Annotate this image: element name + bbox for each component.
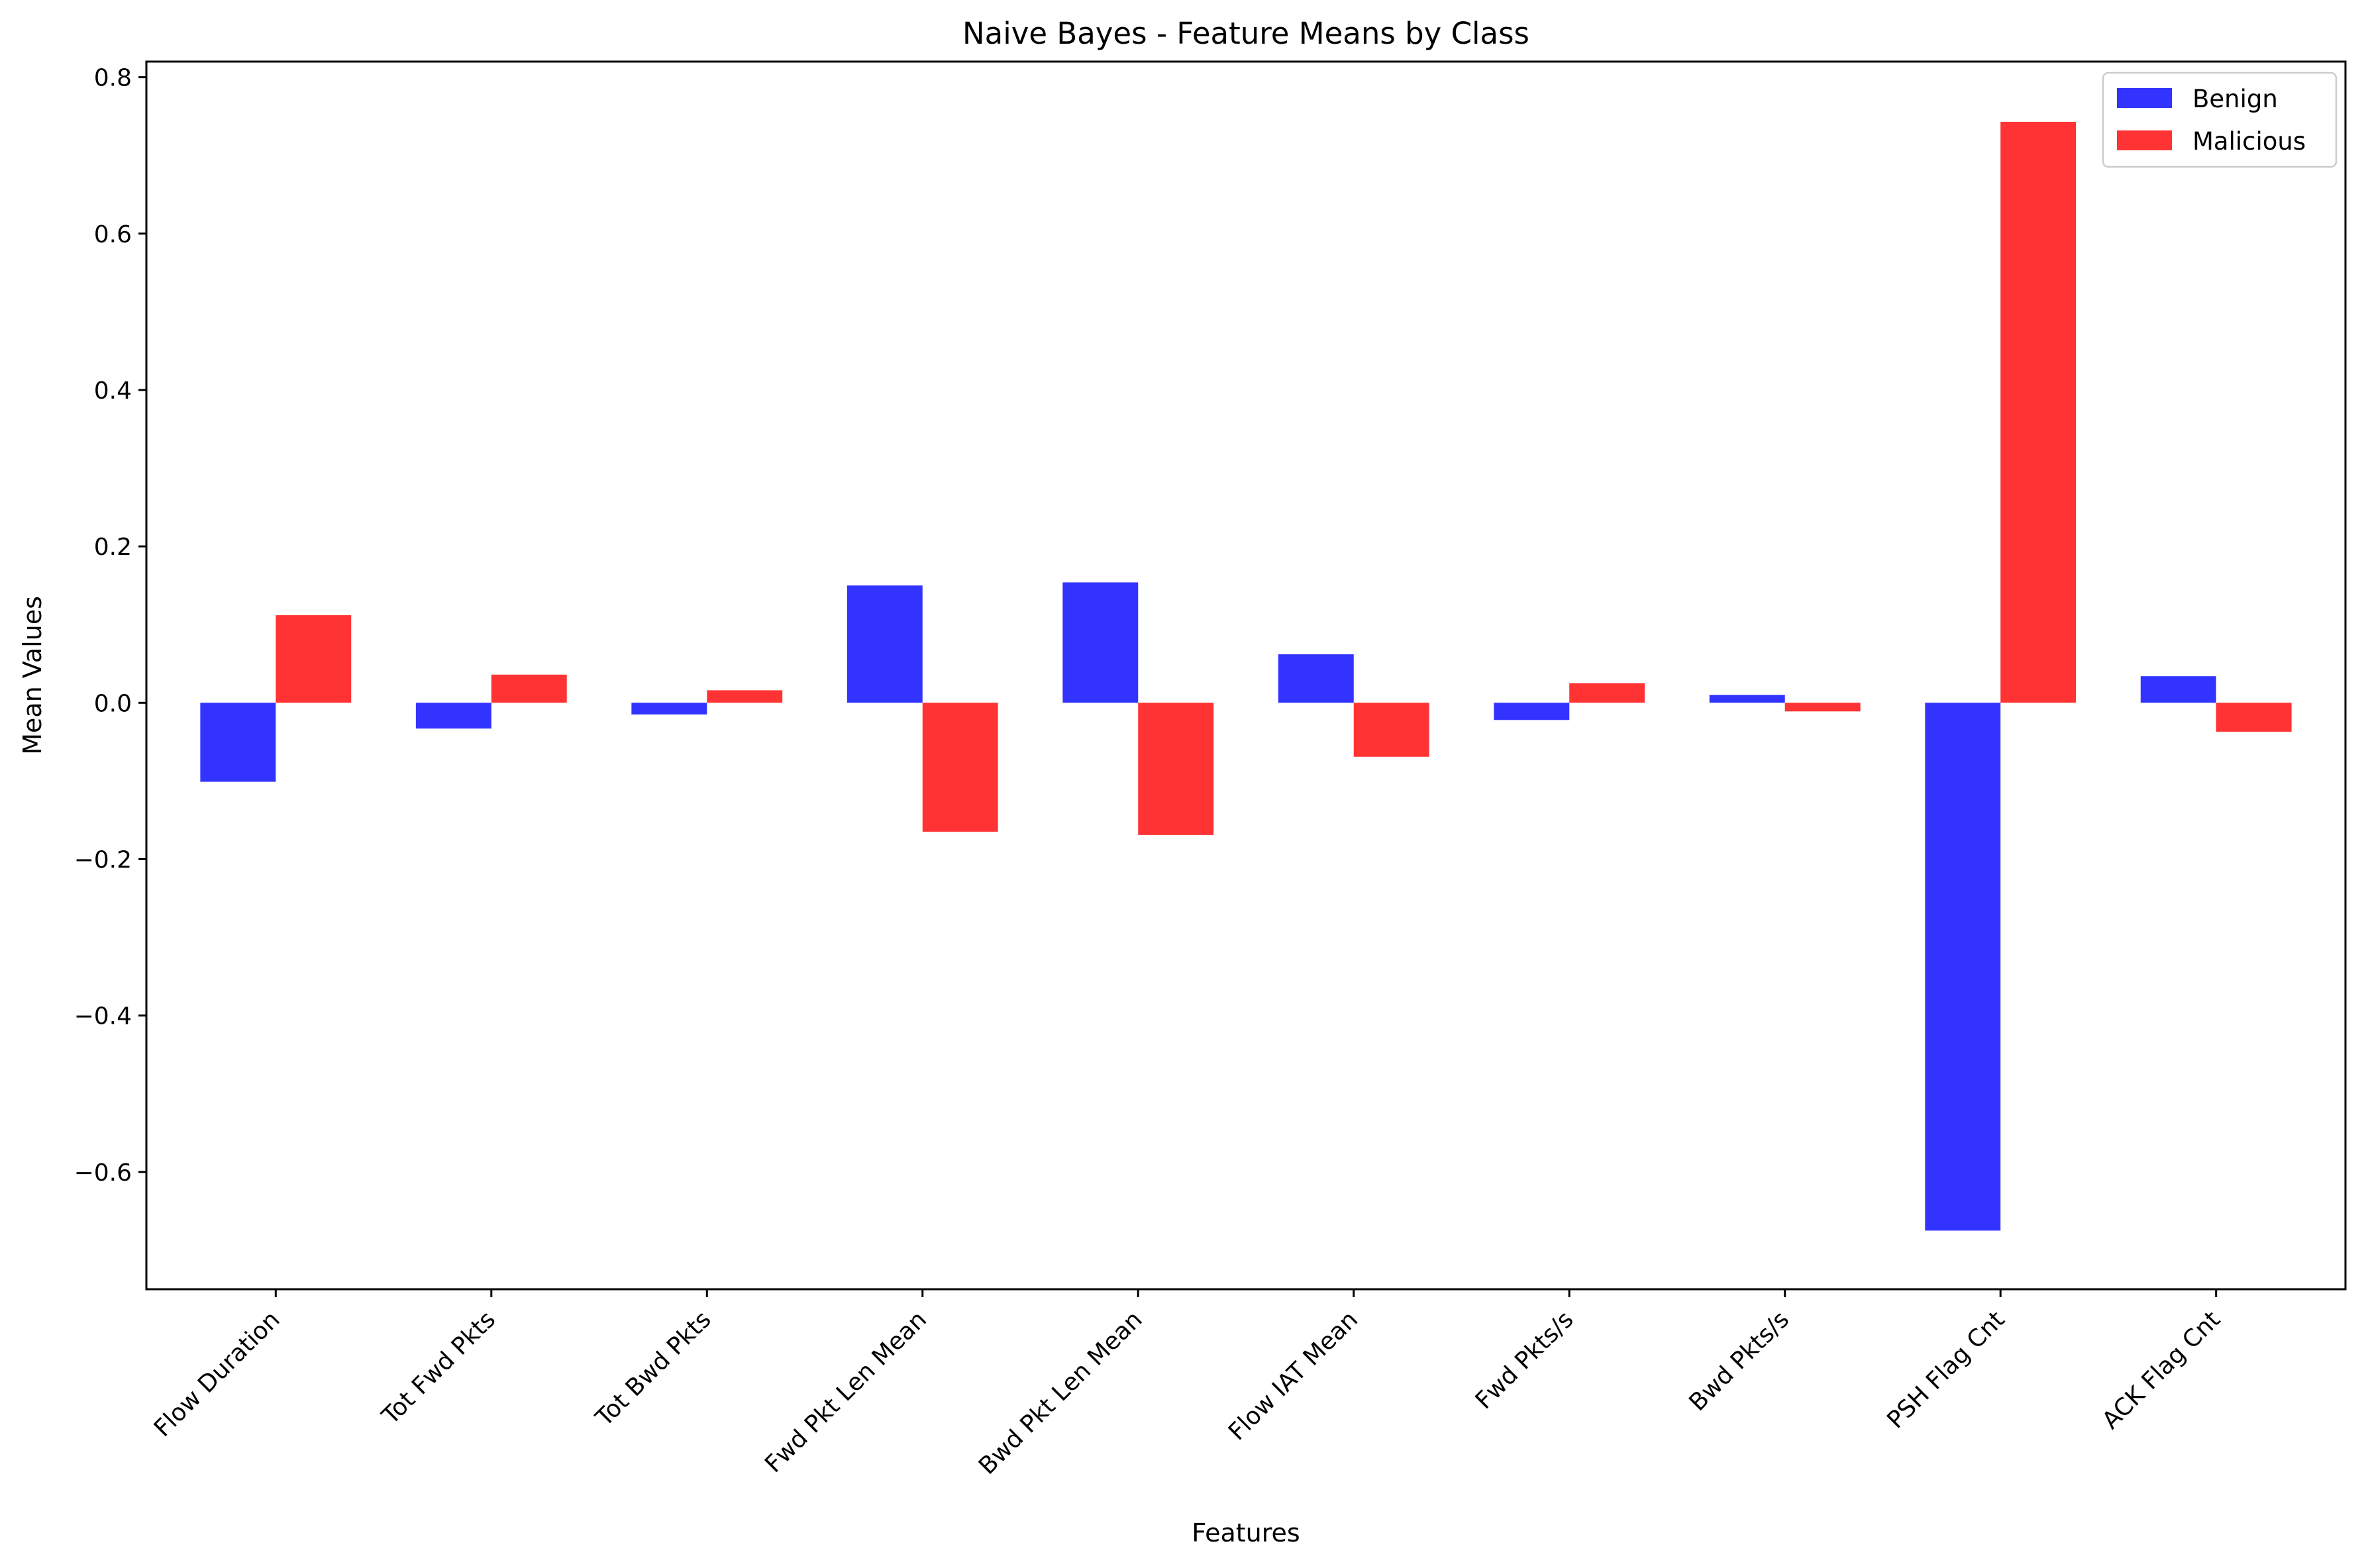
bar-benign-9 xyxy=(2140,676,2216,703)
y-tick-label: 0.4 xyxy=(94,377,132,405)
y-tick-label: −0.6 xyxy=(74,1159,132,1187)
bar-benign-0 xyxy=(200,703,276,782)
bar-benign-7 xyxy=(1709,695,1785,703)
y-tick-label: −0.2 xyxy=(74,847,132,874)
x-axis-label: Features xyxy=(1192,1518,1300,1547)
bar-malicious-2 xyxy=(707,690,783,703)
y-tick-label: 0.0 xyxy=(94,690,132,717)
legend: Benign Malicious xyxy=(2102,72,2338,168)
legend-label-benign: Benign xyxy=(2192,85,2278,113)
y-tick-label: 0.6 xyxy=(94,221,132,248)
y-tick-label: −0.4 xyxy=(74,1003,132,1030)
bar-malicious-9 xyxy=(2216,703,2292,732)
bar-malicious-5 xyxy=(1353,703,1429,757)
bar-malicious-1 xyxy=(491,674,567,703)
bar-benign-1 xyxy=(415,703,491,729)
chart-title: Naive Bayes - Feature Means by Class xyxy=(962,16,1529,51)
y-tick-label: 0.8 xyxy=(94,65,132,92)
legend-swatch-benign xyxy=(2117,88,2172,108)
bar-malicious-8 xyxy=(2000,121,2077,703)
y-tick-label: 0.2 xyxy=(94,534,132,561)
bar-benign-3 xyxy=(847,585,923,703)
bar-malicious-3 xyxy=(922,703,998,832)
bar-benign-8 xyxy=(1925,703,2001,1231)
bar-benign-5 xyxy=(1278,654,1354,703)
bar-malicious-4 xyxy=(1138,703,1214,835)
legend-swatch-malicious xyxy=(2117,130,2172,150)
bar-benign-6 xyxy=(1494,703,1570,720)
bar-malicious-6 xyxy=(1569,683,1645,703)
y-axis-ticks: 0.8 0.6 0.4 0.2 0.0 −0.2 −0.4 −0.6 xyxy=(74,65,146,1187)
bar-benign-4 xyxy=(1062,582,1139,703)
bars-layer xyxy=(200,121,2292,1231)
legend-label-malicious: Malicious xyxy=(2192,127,2306,156)
bar-malicious-7 xyxy=(1784,703,1861,712)
plot-frame xyxy=(145,60,2347,1291)
y-axis-label: Mean Values xyxy=(18,596,47,755)
bar-malicious-0 xyxy=(276,615,352,703)
bar-benign-2 xyxy=(631,703,707,715)
